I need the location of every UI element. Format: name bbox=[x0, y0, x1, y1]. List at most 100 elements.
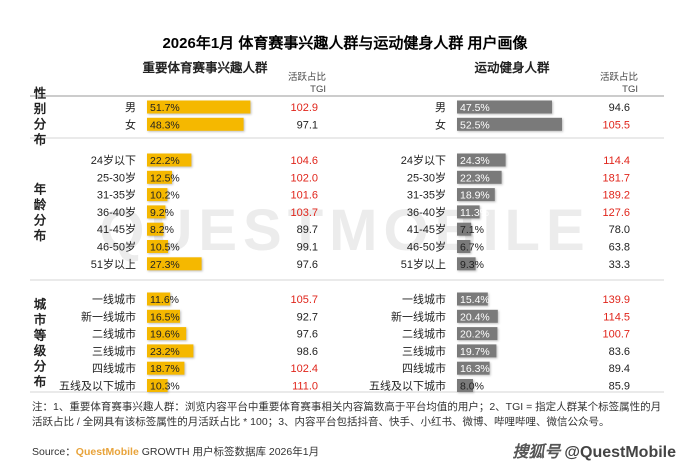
tgi-value: 102.0 bbox=[290, 172, 318, 184]
bar-value-label: 9.3% bbox=[460, 259, 484, 271]
category-label: 41-45岁 bbox=[407, 222, 446, 236]
tgi-value: 101.6 bbox=[290, 190, 318, 202]
sohu-watermark: 搜狐号 @QuestMobile bbox=[512, 438, 676, 462]
bar-fitness bbox=[457, 100, 552, 114]
category-label: 五线及以下城市 bbox=[369, 379, 446, 393]
tgi-value: 89.4 bbox=[609, 363, 630, 375]
category-label: 一线城市 bbox=[92, 292, 136, 306]
category-label: 51岁以上 bbox=[401, 257, 446, 271]
bar-value-label: 9.2% bbox=[150, 207, 174, 219]
group-label-char: 分 bbox=[34, 213, 47, 228]
bar-sports-fans bbox=[147, 188, 168, 202]
bar-value-label: 19.6% bbox=[150, 329, 180, 341]
bar-value-label: 24.3% bbox=[460, 155, 490, 167]
bar-value-label: 20.4% bbox=[460, 311, 490, 323]
bar-fitness bbox=[457, 240, 471, 253]
category-label: 36-40岁 bbox=[407, 205, 446, 219]
category-label: 36-40岁 bbox=[97, 205, 136, 219]
tgi-value: 92.7 bbox=[297, 311, 318, 323]
category-label: 31-35岁 bbox=[407, 188, 446, 202]
bar-value-label: 23.2% bbox=[150, 346, 180, 358]
bar-value-label: 18.7% bbox=[150, 363, 180, 375]
category-label: 46-50岁 bbox=[407, 240, 446, 254]
source-line: Source：QuestMobile GROWTH 用户标签数据库 2026年1… bbox=[32, 444, 319, 459]
tgi-value: 99.1 bbox=[297, 242, 318, 254]
category-label: 24岁以下 bbox=[401, 153, 446, 167]
group-label-char: 性 bbox=[33, 85, 47, 100]
group-label-char: 龄 bbox=[34, 197, 47, 212]
tgi-value: 114.4 bbox=[603, 155, 630, 167]
group-label-char: 市 bbox=[34, 312, 47, 327]
bar-sports-fans bbox=[147, 153, 192, 167]
bar-value-label: 27.3% bbox=[150, 259, 180, 271]
footnote: 注：1、重要体育赛事兴趣人群：浏览内容平台中重要体育赛事相关内容篇数高于平台均值… bbox=[32, 401, 662, 428]
group-label-char: 别 bbox=[33, 102, 47, 116]
tgi-value: 104.6 bbox=[290, 155, 318, 167]
tgi-header-tgi-0: TGI bbox=[310, 84, 326, 95]
bar-value-label: 10.2% bbox=[150, 190, 180, 202]
tgi-value: 97.6 bbox=[297, 329, 318, 341]
tgi-value: 127.6 bbox=[602, 207, 630, 219]
tgi-header-share-1: 活跃占比 bbox=[600, 71, 638, 83]
panel-title-0: 重要体育赛事兴趣人群 bbox=[142, 60, 268, 75]
tgi-value: 114.5 bbox=[603, 311, 630, 323]
category-label: 三线城市 bbox=[402, 344, 446, 358]
category-label: 女 bbox=[435, 117, 446, 131]
bar-value-label: 19.7% bbox=[460, 346, 490, 358]
category-label: 二线城市 bbox=[92, 327, 136, 341]
category-label: 25-30岁 bbox=[97, 170, 136, 184]
bar-value-label: 6.7% bbox=[460, 242, 484, 254]
tgi-value: 103.7 bbox=[290, 207, 318, 219]
group-label-char: 分 bbox=[34, 359, 47, 374]
tgi-value: 105.5 bbox=[602, 119, 630, 131]
category-label: 41-45岁 bbox=[97, 222, 136, 236]
group-label-char: 布 bbox=[34, 228, 47, 243]
bar-value-label: 48.3% bbox=[150, 119, 180, 131]
group-label-char: 布 bbox=[34, 374, 47, 389]
bar-value-label: 22.2% bbox=[150, 155, 180, 167]
category-label: 二线城市 bbox=[402, 327, 446, 341]
bar-sports-fans bbox=[147, 205, 166, 219]
tgi-value: 83.6 bbox=[609, 346, 630, 358]
bar-sports-fans bbox=[147, 327, 187, 341]
bar-fitness bbox=[457, 257, 476, 271]
group-label-char: 布 bbox=[34, 132, 47, 147]
bar-fitness bbox=[457, 188, 495, 202]
bar-value-label: 8.0% bbox=[460, 381, 484, 393]
tgi-header-tgi-1: TGI bbox=[622, 84, 638, 95]
bar-value-label: 47.5% bbox=[460, 102, 490, 114]
tgi-value: 89.7 bbox=[297, 224, 318, 236]
bar-value-label: 11.3% bbox=[460, 207, 489, 219]
bar-fitness bbox=[457, 379, 473, 392]
bar-sports-fans bbox=[147, 100, 251, 114]
group-label-char: 级 bbox=[34, 343, 47, 358]
tgi-value: 105.7 bbox=[290, 294, 318, 306]
category-label: 男 bbox=[435, 102, 446, 114]
category-label: 四线城市 bbox=[402, 361, 446, 375]
category-label: 51岁以上 bbox=[91, 257, 136, 271]
bar-value-label: 20.2% bbox=[460, 329, 490, 341]
bar-sports-fans bbox=[147, 379, 168, 392]
tgi-value: 97.1 bbox=[297, 119, 318, 131]
category-label: 新一线城市 bbox=[81, 309, 136, 323]
bar-fitness bbox=[457, 222, 472, 236]
source-prefix: Source： bbox=[32, 446, 76, 458]
category-label: 一线城市 bbox=[402, 292, 446, 306]
group-label-char: 城 bbox=[34, 297, 47, 312]
bar-value-label: 11.6% bbox=[150, 294, 179, 306]
tgi-value: 97.6 bbox=[297, 259, 318, 271]
watermark-handle: @QuestMobile bbox=[564, 444, 676, 461]
bar-fitness bbox=[457, 205, 480, 219]
category-label: 男 bbox=[125, 102, 136, 114]
bar-fitness bbox=[457, 292, 488, 306]
bar-value-label: 15.4% bbox=[460, 294, 490, 306]
group-label-char: 分 bbox=[34, 116, 47, 131]
bar-value-label: 18.9% bbox=[460, 190, 490, 202]
category-label: 25-30岁 bbox=[407, 170, 446, 184]
category-label: 三线城市 bbox=[92, 344, 136, 358]
bar-sports-fans bbox=[147, 222, 164, 236]
bar-fitness bbox=[457, 327, 498, 341]
bar-value-label: 16.5% bbox=[150, 311, 180, 323]
bar-fitness bbox=[457, 344, 497, 358]
